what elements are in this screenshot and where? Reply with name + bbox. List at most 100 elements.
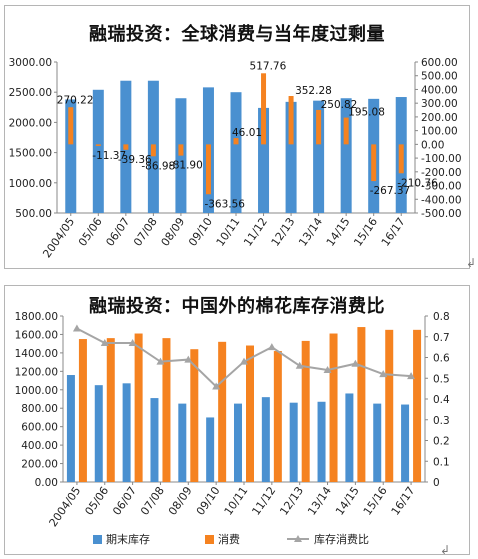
bar-consumption <box>301 340 310 482</box>
y-tick-label-right: 400.00 <box>421 84 458 96</box>
bar-surplus <box>205 144 211 195</box>
y-tick-label-right: 300.00 <box>421 98 458 110</box>
y-tick-label-left: 800.00 <box>21 403 58 415</box>
data-label: 352.28 <box>295 85 332 97</box>
data-label: 46.01 <box>232 127 262 139</box>
x-tick-label: 08/09 <box>166 484 195 517</box>
line-marker <box>184 355 193 363</box>
y-tick-label-right: 0.7 <box>433 332 450 344</box>
bar-ending-stock <box>66 375 75 482</box>
data-label: -86.98 <box>141 160 175 172</box>
y-tick-label-left: 400.00 <box>21 440 58 452</box>
x-tick-label: 16/17 <box>379 215 408 248</box>
bar-ending-stock <box>94 385 103 482</box>
bar-ending-stock <box>317 401 326 482</box>
x-tick-label: 05/06 <box>82 484 111 517</box>
bar-surplus <box>233 138 239 145</box>
y-tick-label-left: 1800.00 <box>15 311 58 323</box>
x-tick-label: 05/06 <box>76 215 105 248</box>
y-tick-label-left: 1000.00 <box>15 385 58 397</box>
x-tick-label: 2004/05 <box>40 215 77 260</box>
bar-consumption <box>357 327 366 482</box>
bar-consumption <box>230 92 242 213</box>
legend-label-stock-to-use: 库存消费比 <box>314 532 369 546</box>
bar-consumption <box>340 98 352 213</box>
bar-consumption <box>218 341 227 482</box>
y-tick-label-left: 1400.00 <box>15 348 58 360</box>
y-tick-label-right: -300.00 <box>421 181 462 193</box>
x-tick-label: 16/17 <box>389 484 418 517</box>
y-tick-label-right: 0.5 <box>433 373 450 385</box>
y-tick-label-left: 0.00 <box>35 477 58 489</box>
data-label: 517.76 <box>250 60 287 72</box>
line-marker <box>379 370 388 378</box>
x-tick-label: 13/14 <box>305 484 334 517</box>
x-tick-label: 07/08 <box>138 484 167 517</box>
bar-consumption <box>92 89 104 213</box>
bar-consumption <box>246 345 254 482</box>
data-label: -267.37 <box>370 185 411 197</box>
y-tick-label-left: 500.00 <box>15 208 52 220</box>
bar-consumption <box>413 329 422 482</box>
y-tick-label-right: 600.00 <box>421 57 458 69</box>
line-marker <box>295 361 304 369</box>
x-tick-label: 14/15 <box>324 215 353 248</box>
x-tick-label: 11/12 <box>241 215 270 248</box>
x-tick-label: 10/11 <box>214 215 243 248</box>
y-tick-label-right: 0.3 <box>433 415 450 427</box>
x-tick-label: 09/10 <box>186 215 215 248</box>
bar-consumption <box>313 100 325 213</box>
y-tick-label-left: 1000.00 <box>9 178 52 190</box>
bar-ending-stock <box>122 383 131 482</box>
bar-consumption <box>78 339 87 482</box>
bar-consumption <box>162 338 171 482</box>
y-tick-label-right: 0.1 <box>433 456 450 468</box>
chart-panel-global-consumption: 融瑞投资：全球消费与当年度过剩量 500.00 1000.00 1500.00 200… <box>4 5 470 269</box>
bar-surplus <box>316 109 322 145</box>
bar-ending-stock <box>206 417 215 482</box>
chart-title: 融瑞投资：全球消费与当年度过剩量 <box>89 24 385 45</box>
line-marker <box>267 343 276 351</box>
chart-title: 融瑞投资：中国外的棉花库存消费比 <box>89 296 385 317</box>
bar-ending-stock <box>178 403 187 482</box>
line-marker <box>128 338 137 346</box>
x-tick-label: 15/16 <box>361 484 390 517</box>
bar-surplus <box>343 117 349 145</box>
data-label: -363.56 <box>204 198 245 210</box>
y-tick-label-right: 0 <box>433 477 440 489</box>
data-label: 195.08 <box>348 107 385 119</box>
bar-surplus <box>150 144 156 157</box>
y-tick-label-left: 600.00 <box>21 422 58 434</box>
chart-panel-stock-to-use: 融瑞投资：中国外的棉花库存消费比 0.00 200.00 400.00 600.00 8… <box>4 285 470 555</box>
x-tick-label: 11/12 <box>249 484 278 517</box>
y-tick-label-right: -400.00 <box>421 194 462 206</box>
bar-surplus <box>398 144 404 174</box>
bar-ending-stock <box>345 393 354 482</box>
y-tick-label-right: 100.00 <box>421 126 458 138</box>
y-tick-label-right: 0.4 <box>433 394 450 406</box>
line-marker <box>212 382 221 390</box>
legend-label-ending-stock: 期末库存 <box>106 532 150 546</box>
y-tick-label-right: 0.6 <box>433 353 450 365</box>
bar-consumption <box>106 338 115 482</box>
data-label: -210.76 <box>397 177 438 189</box>
y-tick-label-right: 0.8 <box>433 311 450 323</box>
data-label: -39.36 <box>118 154 152 166</box>
line-marker <box>240 357 248 365</box>
chart-canvas: 0.00 200.00 400.00 600.00 800.00 1000.00 1200.… <box>15 311 450 546</box>
line-marker <box>407 372 416 380</box>
x-tick-label: 12/13 <box>277 484 306 517</box>
bar-surplus <box>178 144 184 156</box>
bar-consumption <box>385 329 394 482</box>
bar-surplus <box>123 144 129 150</box>
y-tick-label-right: -100.00 <box>421 153 462 165</box>
bar-surplus <box>261 73 267 145</box>
y-tick-label-left: 1600.00 <box>15 329 58 341</box>
x-tick-label: 12/13 <box>269 215 298 248</box>
bar-ending-stock <box>401 404 410 482</box>
x-tick-label: 13/14 <box>296 215 325 248</box>
line-marker <box>156 357 165 365</box>
x-tick-label: 08/09 <box>159 215 188 248</box>
bar-consumption <box>190 349 199 482</box>
bar-consumption <box>285 101 297 213</box>
